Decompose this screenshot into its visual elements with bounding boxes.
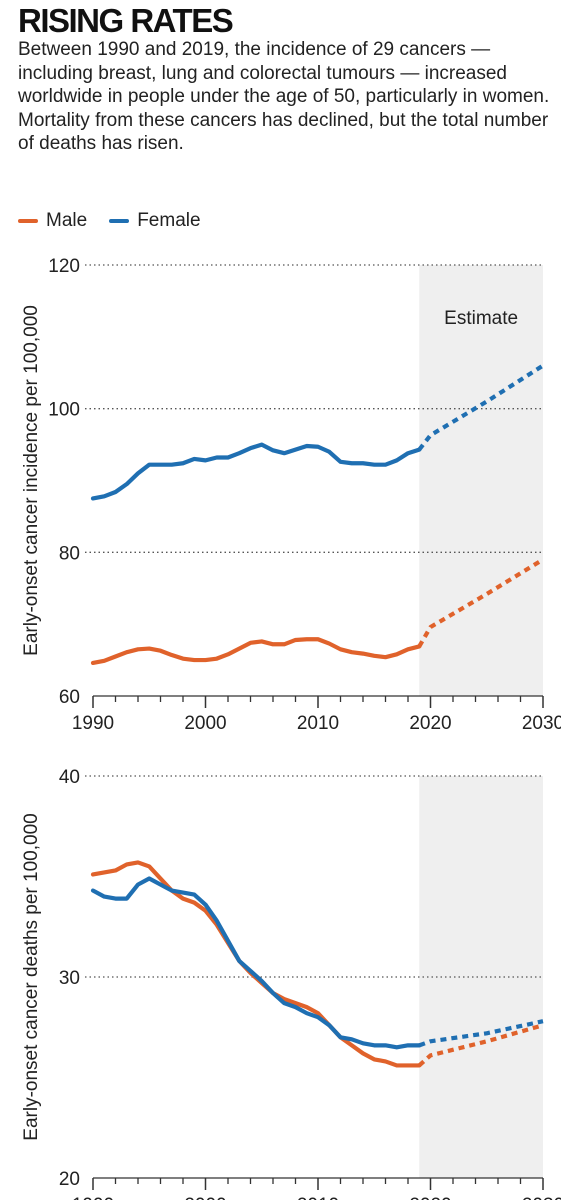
- chart-description: Between 1990 and 2019, the incidence of …: [18, 39, 550, 154]
- deaths-chart: 20304019902000201020202030Early-onset ca…: [21, 767, 561, 1200]
- x-tick-label-1990: 1990: [72, 713, 114, 734]
- y-tick-label-40: 40: [59, 767, 80, 788]
- legend-swatch-male: [18, 219, 38, 223]
- female-series-line: [90, 442, 422, 501]
- estimate-label: Estimate: [444, 308, 518, 329]
- y-tick-label-60: 60: [59, 687, 80, 708]
- y-tick-label-20: 20: [59, 1169, 80, 1190]
- legend-label-male: Male: [46, 210, 88, 231]
- legend-item-female: Female: [109, 210, 201, 232]
- estimate-band: [419, 265, 543, 696]
- legend: Male Female: [18, 210, 223, 232]
- x-tick-label-2030: 2030: [522, 1195, 561, 1200]
- x-tick-label-2020: 2020: [409, 713, 451, 734]
- incidence-y-axis-title: Early-onset cancer incidence per 100,000: [21, 305, 42, 656]
- male-projection-line: [417, 1023, 544, 1068]
- y-tick-label-100: 100: [48, 400, 80, 421]
- legend-label-female: Female: [137, 210, 201, 231]
- y-tick-label-80: 80: [59, 543, 80, 564]
- female-series-line: [90, 876, 422, 1050]
- x-tick-label-2020: 2020: [409, 1195, 451, 1200]
- x-tick-label-2000: 2000: [184, 1195, 226, 1200]
- x-tick-label-1990: 1990: [72, 1195, 114, 1200]
- male-series-line: [90, 860, 422, 1068]
- legend-item-male: Male: [18, 210, 87, 232]
- deaths-y-axis-title: Early-onset cancer deaths per 100,000: [21, 813, 42, 1140]
- incidence-chart: Estimate 60 80 100 120 1990 2000 2010 2020 2030 Ea…: [21, 256, 561, 734]
- male-series-line: [90, 637, 422, 666]
- x-tick-label-2010: 2010: [297, 713, 339, 734]
- female-projection-line: [418, 1019, 544, 1048]
- y-tick-label-30: 30: [59, 968, 80, 989]
- legend-swatch-female: [109, 219, 130, 223]
- x-tick-label-2010: 2010: [297, 1195, 339, 1200]
- x-tick-label-2000: 2000: [184, 713, 226, 734]
- y-tick-label-120: 120: [48, 256, 80, 277]
- chart-title: RISING RATES: [18, 2, 234, 39]
- x-tick-label-2030: 2030: [522, 713, 561, 734]
- male-projection-line: [417, 557, 545, 648]
